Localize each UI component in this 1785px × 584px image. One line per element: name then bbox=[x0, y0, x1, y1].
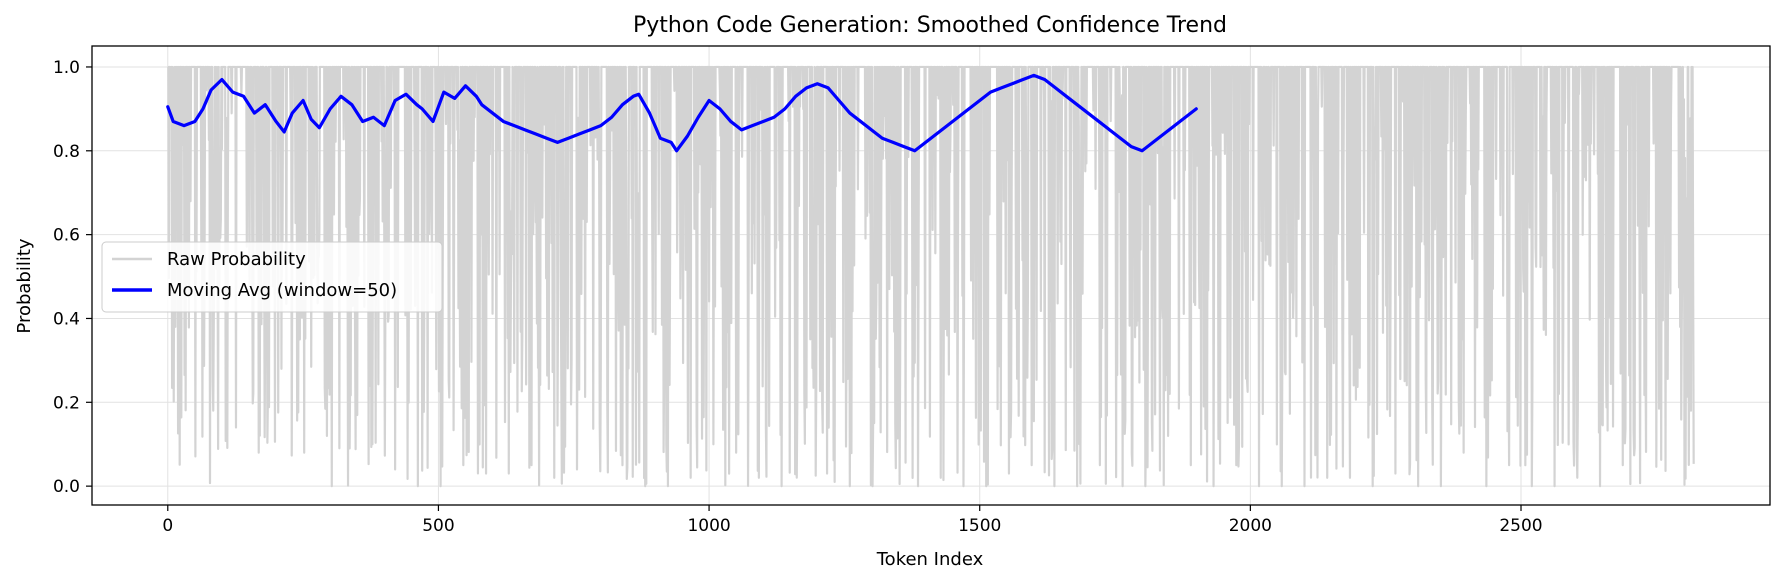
x-tick-label: 500 bbox=[422, 516, 454, 536]
legend: Raw Probability Moving Avg (window=50) bbox=[101, 241, 443, 313]
x-tick-label: 1000 bbox=[687, 516, 730, 536]
x-tick-label: 2500 bbox=[1499, 516, 1542, 536]
x-tick-label: 0 bbox=[162, 516, 173, 536]
legend-box bbox=[101, 241, 443, 313]
raw-probability-series bbox=[167, 65, 1695, 488]
y-tick-label: 0.6 bbox=[53, 226, 80, 246]
legend-raw-label: Raw Probability bbox=[167, 249, 306, 270]
chart-title: Python Code Generation: Smoothed Confide… bbox=[633, 13, 1227, 38]
legend-avg-label: Moving Avg (window=50) bbox=[167, 280, 397, 301]
y-tick-label: 0.8 bbox=[53, 142, 80, 162]
plot-frame bbox=[91, 45, 1771, 506]
x-axis-label: Token Index bbox=[876, 549, 984, 570]
y-tick-label: 1.0 bbox=[53, 58, 80, 78]
y-tick-label: 0.0 bbox=[53, 477, 80, 497]
x-tick-label: 2000 bbox=[1229, 516, 1272, 536]
moving-average-series bbox=[166, 73, 1198, 153]
y-axis-ticks: 0.0 0.2 0.4 0.6 0.8 1.0 bbox=[53, 58, 92, 497]
raw-probability-line bbox=[167, 65, 1695, 488]
y-axis-label: Probability bbox=[14, 238, 35, 333]
x-tick-label: 1500 bbox=[958, 516, 1001, 536]
moving-average-line bbox=[166, 73, 1198, 153]
y-tick-label: 0.2 bbox=[53, 393, 80, 413]
x-axis-ticks: 0 500 1000 1500 2000 2500 bbox=[162, 505, 1543, 536]
y-tick-label: 0.4 bbox=[53, 309, 80, 329]
